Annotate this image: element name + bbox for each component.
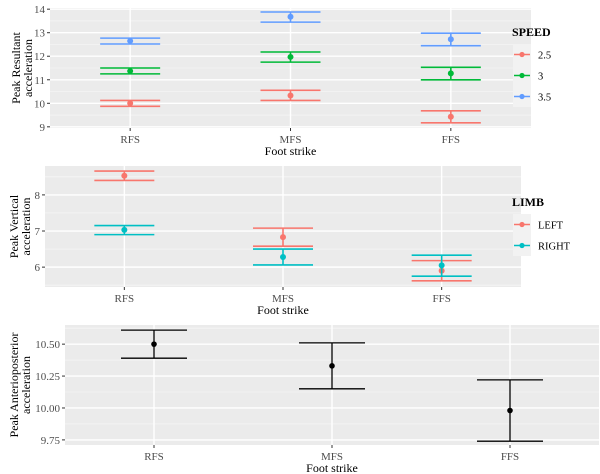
- series-right: [94, 224, 472, 277]
- mean-point: [507, 407, 513, 414]
- y-tick-label: 10.25: [35, 371, 60, 383]
- y-axis-title-line: acceleration: [19, 356, 33, 414]
- y-tick-label: 10.50: [35, 339, 60, 351]
- x-tick-label: MFS: [279, 134, 301, 146]
- mean-point: [447, 36, 454, 43]
- y-tick-label: 6: [35, 262, 41, 274]
- panel-resultant: 9 10 11 12 13 14 RFS MFS FFS Foot strike Peak Resu…: [9, 4, 531, 158]
- y-tick-label: 8: [35, 190, 41, 202]
- legend-key-background: [513, 214, 531, 256]
- y-axis-title-line: acceleration: [19, 198, 33, 256]
- y-tick-label: 10: [34, 98, 46, 110]
- legend-key-point: [519, 72, 525, 79]
- mean-point: [287, 13, 294, 20]
- mean-point: [287, 92, 294, 99]
- mean-point: [447, 113, 454, 120]
- legend-title: SPEED: [512, 25, 551, 39]
- x-tick-label: FFS: [501, 451, 519, 463]
- mean-point: [280, 234, 286, 241]
- legend-label: 3.5: [538, 93, 551, 104]
- series-2-5: [100, 89, 481, 124]
- mean-point: [447, 70, 454, 77]
- y-axis-title-line: Peak Resultant: [9, 32, 23, 104]
- x-axis-title: Foot strike: [257, 303, 309, 317]
- x-axis-title: Foot strike: [306, 461, 358, 474]
- x-axis-title: Foot strike: [265, 144, 317, 158]
- legend-title: LIMB: [512, 195, 544, 209]
- legend-label: 3: [538, 72, 543, 83]
- legend-label: LEFT: [538, 221, 564, 232]
- mean-point: [121, 226, 128, 233]
- mean-point: [329, 363, 335, 369]
- panel-vertical: 6 7 8 RFS MFS FFS Foot strike Peak Verticalacce…: [7, 166, 521, 317]
- y-tick-label: 7: [35, 226, 41, 238]
- legend-key-point: [519, 93, 525, 100]
- series-3: [100, 51, 481, 81]
- mean-point: [127, 100, 134, 107]
- legend-vertical: LIMB LEFT RIGHT: [512, 195, 571, 256]
- y-axis-title: Peak Anterioposterioracceleration: [7, 333, 33, 438]
- y-axis-title-line: Peak Anterioposterior: [7, 333, 21, 438]
- x-tick-label: MFS: [272, 293, 294, 305]
- legend-key-point: [519, 51, 525, 58]
- x-tick-label: FFS: [442, 134, 460, 146]
- series-all: [121, 329, 543, 442]
- y-tick-label: 9: [40, 122, 46, 134]
- legend-label: 2.5: [538, 51, 551, 62]
- mean-point: [127, 37, 134, 44]
- legend-key-point: [519, 242, 525, 249]
- mean-point: [127, 68, 134, 75]
- y-tick-label: 12: [34, 51, 45, 63]
- legend-label: RIGHT: [538, 242, 571, 253]
- legend-key-point: [519, 221, 525, 228]
- y-axis-title: Peak Resultantacceleration: [9, 32, 35, 104]
- x-tick-label: RFS: [144, 451, 164, 463]
- panel-anteroposterior: 9.75 10.00 10.25 10.50 RFS MFS FFS Foot strike P…: [7, 325, 599, 474]
- y-tick-label: 9.75: [41, 435, 61, 447]
- x-tick-label: FFS: [432, 293, 450, 305]
- mean-point: [280, 254, 286, 261]
- y-tick-label: 14: [34, 4, 46, 16]
- y-tick-label: 10.00: [35, 403, 60, 415]
- y-axis-title-line: Peak Vertical: [7, 194, 21, 258]
- y-axis-title-line: acceleration: [21, 39, 35, 97]
- x-tick-label: MFS: [321, 451, 343, 463]
- series-3-5: [100, 11, 481, 47]
- x-tick-label: RFS: [115, 293, 135, 305]
- legend-resultant: SPEED 2.5 3 3.5: [512, 25, 551, 107]
- mean-point: [438, 262, 445, 269]
- y-axis-title: Peak Verticalacceleration: [7, 194, 33, 258]
- x-tick-label: RFS: [120, 134, 140, 146]
- mean-point: [151, 341, 157, 347]
- mean-point: [121, 172, 128, 179]
- mean-point: [287, 53, 294, 60]
- y-tick-label: 13: [34, 28, 46, 40]
- y-tick-label: 11: [34, 75, 45, 87]
